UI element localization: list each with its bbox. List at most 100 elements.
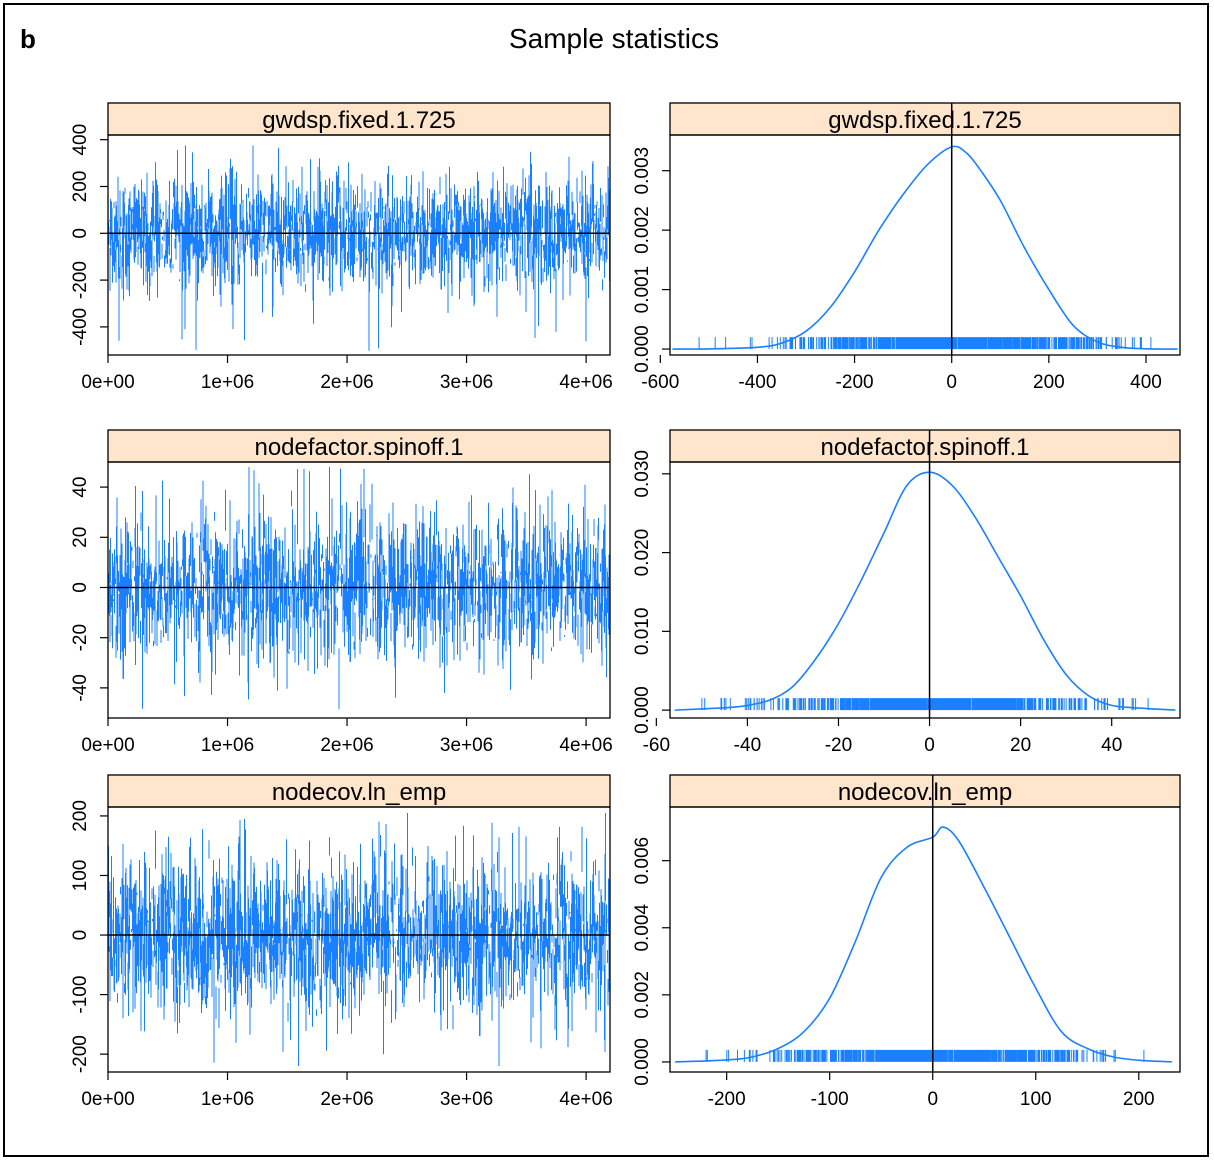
plot-area [108, 813, 610, 1066]
strip-header [107, 774, 611, 808]
x-tick-label: 0e+00 [81, 372, 134, 393]
x-tick-label: -200 [836, 372, 874, 393]
y-tick-label: 0.003 [632, 147, 653, 195]
y-tick-label: 0.000 [632, 686, 653, 734]
x-tick-label: 400 [1130, 372, 1162, 393]
plot-area [108, 145, 610, 351]
strip-header [107, 102, 611, 136]
y-tick-label: -200 [70, 1035, 91, 1073]
strip-header [669, 102, 1181, 136]
y-tick-label: -400 [70, 308, 91, 346]
plot-area [674, 471, 1176, 711]
x-tick-label: 4e+06 [559, 1089, 612, 1110]
y-tick-label: 0 [70, 930, 91, 941]
x-tick-label: -20 [825, 735, 852, 756]
plot-frame [669, 806, 1181, 1073]
x-tick-label: 0e+00 [81, 735, 134, 756]
y-tick-label: 0.004 [632, 904, 653, 952]
strip-title: nodefactor.spinoff.1 [820, 434, 1029, 461]
x-tick-label: 3e+06 [440, 372, 493, 393]
x-tick-label: 0 [927, 1089, 938, 1110]
plot-area [675, 826, 1172, 1063]
trace-series [108, 813, 610, 1066]
y-tick-label: 0.006 [632, 837, 653, 885]
x-tick-label: 1e+06 [201, 372, 254, 393]
x-tick-label: -100 [811, 1089, 849, 1110]
y-tick-label: 0 [70, 228, 91, 239]
y-tick-label: 0.001 [632, 266, 653, 314]
strip-title: gwdsp.fixed.1.725 [262, 107, 455, 134]
plot-frame [669, 134, 1181, 356]
chart-panel: nodefactor.spinoff.1 0e+00 1e+06 2e+06 3e+06… [70, 429, 613, 756]
density-curve [674, 471, 1176, 711]
plot-frame [669, 461, 1181, 719]
y-tick-label: 0.030 [632, 450, 653, 498]
x-tick-label: 40 [1101, 735, 1122, 756]
chart-panel: nodefactor.spinoff.1 -60 -40 -20 0 20 40 0.000 0… [632, 429, 1181, 756]
trace-series [108, 145, 610, 351]
x-tick-label: 20 [1010, 735, 1031, 756]
y-tick-label: 0.002 [632, 206, 653, 254]
strip-header [669, 774, 1181, 808]
x-tick-label: 1e+06 [201, 1089, 254, 1110]
panel-letter: b [20, 24, 36, 54]
x-tick-label: 0 [946, 372, 957, 393]
y-tick-label: -200 [70, 261, 91, 299]
y-tick-label: 200 [70, 171, 91, 203]
density-curve [675, 826, 1172, 1063]
panels-group: gwdsp.fixed.1.725 0e+00 1e+06 2e+06 3e+06 4e+… [70, 102, 1181, 1110]
plot-frame [107, 134, 611, 356]
density-curve [672, 145, 1178, 350]
x-tick-label: 4e+06 [559, 735, 612, 756]
y-tick-label: -40 [70, 674, 91, 701]
x-tick-label: 2e+06 [320, 372, 373, 393]
x-tick-label: 3e+06 [440, 735, 493, 756]
x-tick-label: 0e+00 [81, 1089, 134, 1110]
y-tick-label: 0.002 [632, 971, 653, 1019]
y-tick-label: 40 [70, 477, 91, 498]
x-tick-label: -60 [643, 735, 670, 756]
chart-panel: nodecov.ln_emp -200 -100 0 100 200 0.000 0.002 0… [632, 774, 1181, 1110]
x-tick-label: 200 [1033, 372, 1065, 393]
chart-panel: nodecov.ln_emp 0e+00 1e+06 2e+06 3e+06 4e+06 -… [70, 774, 613, 1110]
x-tick-label: 2e+06 [320, 735, 373, 756]
strip-title: gwdsp.fixed.1.725 [828, 107, 1021, 134]
y-tick-label: 0.000 [632, 325, 653, 373]
strip-title: nodefactor.spinoff.1 [254, 434, 463, 461]
plot-area [672, 145, 1178, 350]
rug-marks [698, 337, 1152, 350]
strip-header [107, 429, 611, 463]
y-tick-label: 0.010 [632, 608, 653, 656]
x-tick-label: -200 [708, 1089, 746, 1110]
strip-title: nodecov.ln_emp [838, 779, 1012, 806]
y-tick-label: -100 [70, 976, 91, 1014]
rug-marks [701, 698, 1149, 711]
x-tick-label: 4e+06 [559, 372, 612, 393]
x-tick-label: -40 [734, 735, 761, 756]
x-tick-label: 3e+06 [440, 1089, 493, 1110]
rug-marks [705, 1049, 1145, 1062]
x-tick-label: 100 [1020, 1089, 1052, 1110]
y-tick-label: -20 [70, 624, 91, 651]
plot-area [108, 467, 610, 710]
y-tick-label: 20 [70, 527, 91, 548]
chart-panel: gwdsp.fixed.1.725 -600 -400 -200 0 200 400 0.00… [632, 102, 1181, 393]
chart-panel: gwdsp.fixed.1.725 0e+00 1e+06 2e+06 3e+06 4e+… [70, 102, 613, 393]
y-tick-label: 0.000 [632, 1038, 653, 1086]
strip-header [669, 429, 1181, 463]
x-tick-label: 2e+06 [320, 1089, 373, 1110]
strip-title: nodecov.ln_emp [272, 779, 446, 806]
x-tick-label: 200 [1123, 1089, 1155, 1110]
y-tick-label: 0 [70, 582, 91, 593]
y-tick-label: 100 [70, 860, 91, 892]
plot-frame [107, 461, 611, 719]
x-tick-label: 1e+06 [201, 735, 254, 756]
y-tick-label: 0.020 [632, 529, 653, 577]
x-tick-label: -400 [738, 372, 776, 393]
figure-title: Sample statistics [509, 23, 719, 54]
y-tick-label: 400 [70, 124, 91, 156]
x-tick-label: 0 [924, 735, 935, 756]
plot-frame [107, 806, 611, 1073]
x-tick-label: -600 [641, 372, 679, 393]
